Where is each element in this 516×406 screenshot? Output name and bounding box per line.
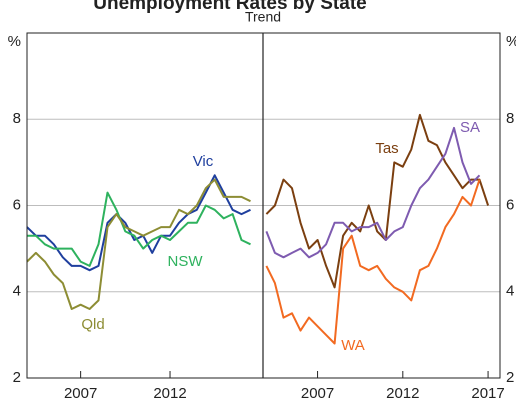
- y-tick-label: 6: [506, 196, 514, 213]
- y-tick-label: 4: [13, 283, 21, 300]
- series-label: WA: [341, 337, 365, 354]
- y-tick-label: 4: [506, 283, 514, 300]
- x-tick-label: 2007: [64, 385, 97, 402]
- series-line: [26, 178, 251, 310]
- y-tick-label: 8: [506, 110, 514, 127]
- series-line: [265, 126, 481, 259]
- x-tick-label: 2012: [153, 385, 186, 402]
- series-label: Tas: [375, 140, 398, 157]
- series-line: [26, 174, 251, 272]
- series-label: Qld: [81, 316, 104, 333]
- x-tick-label: 2017: [471, 385, 504, 402]
- chart-title: Unemployment Rates by State: [93, 0, 366, 14]
- series-line: [265, 179, 481, 345]
- series-line: [265, 113, 490, 289]
- series-label: NSW: [168, 253, 204, 270]
- y-tick-label: 8: [13, 110, 21, 127]
- x-tick-label: 2007: [301, 385, 334, 402]
- x-tick-label: 2012: [386, 385, 419, 402]
- y-tick-label: 2: [13, 369, 21, 386]
- y-axis-label: %: [506, 33, 516, 50]
- y-axis-label: %: [8, 33, 21, 50]
- series-line: [27, 191, 251, 267]
- chart-subtitle: Trend: [245, 9, 281, 25]
- y-tick-label: 6: [13, 196, 21, 213]
- series-label: SA: [460, 119, 480, 136]
- y-tick-label: 2: [506, 369, 514, 386]
- series-label: Vic: [193, 153, 214, 170]
